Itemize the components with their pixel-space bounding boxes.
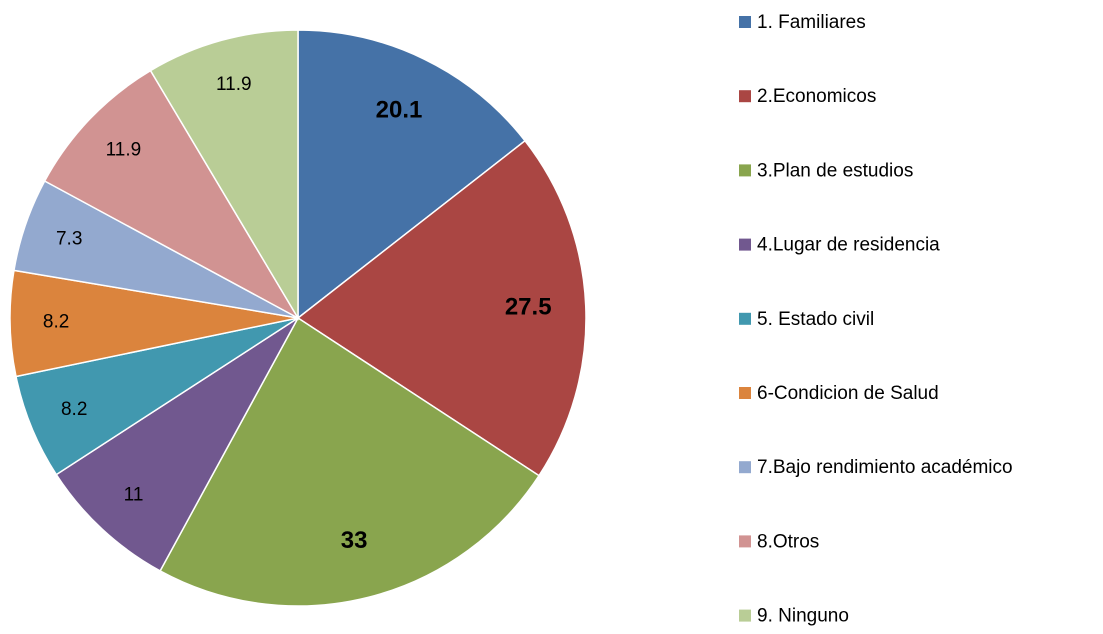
pie-slice bbox=[55, 317, 299, 572]
pie-slice bbox=[297, 29, 527, 320]
legend-swatch bbox=[739, 238, 751, 251]
data-label: 7.3 bbox=[56, 228, 82, 249]
legend-label: 5. Estado civil bbox=[757, 309, 874, 330]
data-label: 11 bbox=[124, 484, 144, 505]
legend-label: 2.Economicos bbox=[757, 86, 876, 107]
data-label: 8.2 bbox=[61, 399, 87, 420]
legend-swatch bbox=[739, 164, 751, 177]
legend-label: 6-Condicion de Salud bbox=[757, 383, 939, 404]
legend-label: 4.Lugar de residencia bbox=[757, 235, 940, 256]
legend-swatch bbox=[739, 312, 751, 325]
legend-label: 9. Ninguno bbox=[757, 606, 849, 627]
pie-slice bbox=[43, 69, 301, 320]
legend-swatch bbox=[739, 535, 751, 548]
pie-slice bbox=[159, 316, 541, 607]
legend-swatch bbox=[739, 16, 751, 28]
pie-slice bbox=[149, 29, 299, 321]
legend-swatch bbox=[739, 387, 751, 399]
legend-swatch bbox=[739, 461, 751, 474]
legend-label: 1. Familiares bbox=[757, 12, 866, 33]
legend-swatch bbox=[739, 609, 751, 622]
legend-label: 3.Plan de estudios bbox=[757, 160, 913, 181]
legend-label: 7.Bajo rendimiento académico bbox=[757, 457, 1013, 478]
data-label: 20.1 bbox=[376, 96, 423, 123]
pie-slice bbox=[296, 139, 587, 477]
data-label: 33 bbox=[341, 527, 368, 554]
data-label: 11.9 bbox=[106, 140, 142, 161]
data-label: 27.5 bbox=[505, 294, 552, 321]
legend-swatch bbox=[739, 90, 751, 103]
legend-label: 8.Otros bbox=[757, 531, 819, 552]
data-label: 11.9 bbox=[216, 74, 252, 95]
data-label: 8.2 bbox=[43, 312, 69, 333]
